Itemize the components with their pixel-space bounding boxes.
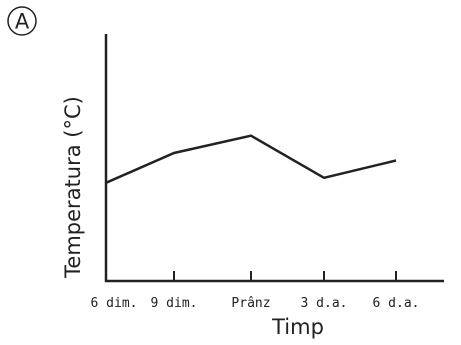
y-axis-title: Temperatura (°C) — [61, 96, 85, 279]
x-tick-label: 3 d.a. — [301, 296, 348, 311]
x-tick-label: 6 dim. — [91, 296, 138, 311]
panel-badge-circle — [7, 6, 37, 36]
panel-badge-letter: A — [15, 10, 30, 34]
x-tick-label: 9 dim. — [151, 296, 198, 311]
x-tick-label: Prânz — [231, 296, 270, 311]
series-group — [105, 134, 397, 184]
x-axis-title: Timp — [271, 315, 324, 339]
panel-badge: A — [7, 6, 37, 36]
x-axis-tick-labels: 6 dim. 9 dim. Prânz 3 d.a. 6 d.a. — [91, 296, 420, 311]
temperature-series-line — [105, 134, 397, 184]
x-axis-ticks — [105, 271, 397, 281]
x-tick-label: 6 d.a. — [373, 296, 420, 311]
